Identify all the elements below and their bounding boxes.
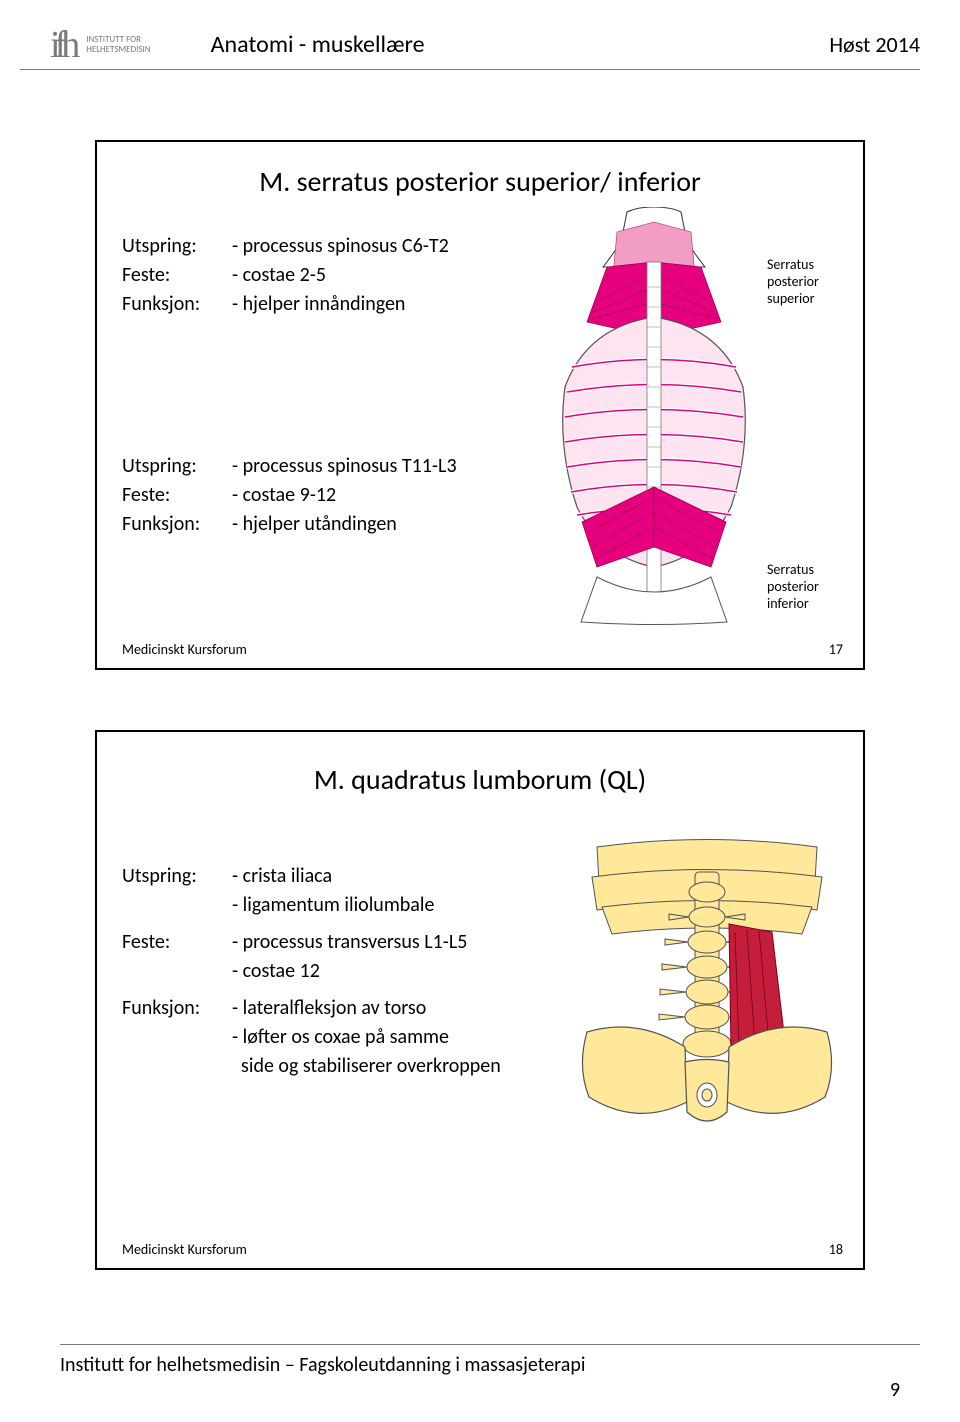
utspring-value-2: - processus spinosus T11-L3 bbox=[232, 452, 457, 481]
slide1-block2: Utspring:- processus spinosus T11-L3 Fes… bbox=[122, 452, 457, 539]
s2-utspring-l2: - ligamentum iliolumbale bbox=[232, 891, 562, 920]
quadratus-diagram bbox=[577, 832, 837, 1132]
slide2-block: Utspring:- crista iliaca - ligamentum il… bbox=[122, 862, 562, 1081]
funksjon-value-2: - hjelper utåndingen bbox=[232, 510, 457, 539]
s2-feste-l2: - costae 12 bbox=[232, 957, 562, 986]
feste-value: - costae 2-5 bbox=[232, 261, 449, 290]
annot-l3: superior bbox=[767, 291, 819, 308]
slide1-block1: Utspring:- processus spinosus C6-T2 Fest… bbox=[122, 232, 449, 319]
slide1-number: 17 bbox=[829, 641, 843, 658]
page-header: ifh INSTITUTT FOR HELHETSMEDISIN Anatomi… bbox=[20, 20, 920, 70]
slide1-source: Medicinskt Kursforum bbox=[122, 641, 247, 658]
feste-label-2: Feste: bbox=[122, 481, 232, 510]
logo-text: ifh bbox=[50, 23, 74, 67]
utspring-label-2: Utspring: bbox=[122, 452, 232, 481]
slide2-number: 18 bbox=[829, 1241, 843, 1258]
footer-text: Institutt for helhetsmedisin – Fagskoleu… bbox=[60, 1353, 585, 1377]
logo: ifh INSTITUTT FOR HELHETSMEDISIN bbox=[50, 23, 151, 67]
header-title: Anatomi - muskellære bbox=[211, 30, 425, 59]
logo-sub-2: HELHETSMEDISIN bbox=[86, 45, 150, 55]
funksjon-label: Funksjon: bbox=[122, 290, 232, 319]
s2-funksjon-l2: - løfter os coxae på samme bbox=[232, 1023, 562, 1052]
slide-serratus: M. serratus posterior superior/ inferior… bbox=[95, 140, 865, 670]
s2-utspring-l1: - crista iliaca bbox=[232, 862, 562, 891]
slide1-title: M. serratus posterior superior/ inferior bbox=[97, 164, 863, 199]
annot-l2: posterior bbox=[767, 274, 819, 291]
logo-subtitle: INSTITUTT FOR HELHETSMEDISIN bbox=[78, 35, 150, 55]
annot-inferior: Serratus posterior inferior bbox=[767, 562, 819, 612]
funksjon-value: - hjelper innåndingen bbox=[232, 290, 449, 319]
feste-label: Feste: bbox=[122, 261, 232, 290]
annot2-l3: inferior bbox=[767, 596, 819, 613]
feste-value-2: - costae 9-12 bbox=[232, 481, 457, 510]
utspring-label: Utspring: bbox=[122, 232, 232, 261]
serratus-diagram bbox=[547, 207, 762, 627]
header-term: Høst 2014 bbox=[829, 31, 920, 58]
annot2-l2: posterior bbox=[767, 579, 819, 596]
annot-superior: Serratus posterior superior bbox=[767, 257, 819, 307]
page-number: 9 bbox=[890, 1378, 900, 1402]
s2-feste-l1: - processus transversus L1-L5 bbox=[232, 928, 562, 957]
slide2-source: Medicinskt Kursforum bbox=[122, 1241, 247, 1258]
slide2-title: M. quadratus lumborum (QL) bbox=[97, 762, 863, 797]
annot-l1: Serratus bbox=[767, 257, 819, 274]
funksjon-label-2: Funksjon: bbox=[122, 510, 232, 539]
s2-funksjon-l3: side og stabiliserer overkroppen bbox=[232, 1052, 562, 1081]
s2-funksjon-l1: - lateralfleksjon av torso bbox=[232, 994, 562, 1023]
s2-funksjon-label: Funksjon: bbox=[122, 994, 232, 1023]
utspring-value: - processus spinosus C6-T2 bbox=[232, 232, 449, 261]
page-footer: Institutt for helhetsmedisin – Fagskoleu… bbox=[60, 1344, 920, 1377]
annot2-l1: Serratus bbox=[767, 562, 819, 579]
slide-quadratus: M. quadratus lumborum (QL) Utspring:- cr… bbox=[95, 730, 865, 1270]
s2-utspring-label: Utspring: bbox=[122, 862, 232, 891]
s2-feste-label: Feste: bbox=[122, 928, 232, 957]
